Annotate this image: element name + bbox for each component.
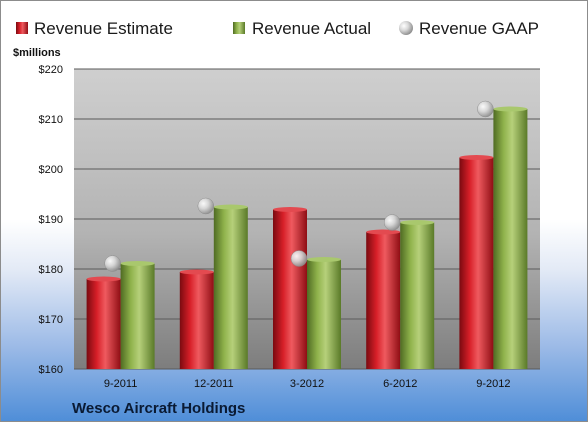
y-axis-labels: $160 $170 $180 $190 $200 $210 $220 <box>39 64 63 376</box>
bar-actual <box>493 109 528 369</box>
legend-swatch-estimate <box>16 22 28 34</box>
y-tick-label: $220 <box>39 64 63 76</box>
bar-actual <box>120 263 155 369</box>
gaap-marker <box>290 250 308 267</box>
y-tick-label: $210 <box>39 114 63 126</box>
gaap-markers <box>104 100 494 272</box>
legend-item-estimate: Revenue Estimate <box>16 19 173 38</box>
x-tick-label: 3-2012 <box>290 378 324 390</box>
bar-estimate <box>179 272 214 369</box>
bar-estimate-top <box>459 155 494 160</box>
legend-label-gaap: Revenue GAAP <box>419 19 539 38</box>
legend-item-gaap: Revenue GAAP <box>399 19 539 38</box>
bar-estimate <box>273 209 307 369</box>
bar-actual <box>213 207 248 369</box>
company-name: Wesco Aircraft Holdings <box>72 400 245 417</box>
y-tick-label: $200 <box>39 164 63 176</box>
bar-estimate <box>86 279 121 369</box>
gaap-marker <box>104 255 121 272</box>
x-tick-label: 6-2012 <box>383 378 417 390</box>
x-tick-label: 9-2012 <box>476 378 510 390</box>
bar-actual <box>400 222 435 369</box>
legend-label-actual: Revenue Actual <box>252 19 371 38</box>
gaap-marker <box>197 197 215 215</box>
bar-estimate-top <box>179 269 214 275</box>
y-tick-label: $160 <box>39 364 63 376</box>
legend: Revenue Estimate Revenue Actual Revenue … <box>16 19 539 38</box>
legend-marker-gaap <box>399 21 413 35</box>
x-tick-label: 9-2011 <box>104 378 137 390</box>
gaap-marker <box>477 100 494 118</box>
unit-label: $millions <box>13 47 61 59</box>
bar-actual-top <box>400 220 435 225</box>
y-tick-label: $170 <box>39 314 63 326</box>
legend-label-estimate: Revenue Estimate <box>34 19 173 38</box>
x-axis-labels: 9-2011 12-2011 3-2012 6-2012 9-2012 <box>104 378 511 390</box>
y-tick-label: $190 <box>39 214 63 226</box>
gaap-marker <box>383 214 401 231</box>
y-tick-label: $180 <box>39 264 63 276</box>
bar-estimate <box>459 157 494 369</box>
bar-actual-top <box>307 257 341 262</box>
bar-estimate <box>366 232 401 369</box>
bar-actual <box>307 259 341 369</box>
bar-actual-top <box>493 106 528 112</box>
legend-swatch-actual <box>233 22 245 34</box>
bars <box>86 106 528 369</box>
bar-actual-top <box>120 261 155 266</box>
bar-estimate-top <box>86 276 121 282</box>
bar-actual-top <box>213 204 248 210</box>
bar-estimate-top <box>273 207 307 212</box>
bar-estimate-top <box>366 229 401 235</box>
x-tick-label: 12-2011 <box>194 378 234 390</box>
legend-item-actual: Revenue Actual <box>233 19 371 38</box>
